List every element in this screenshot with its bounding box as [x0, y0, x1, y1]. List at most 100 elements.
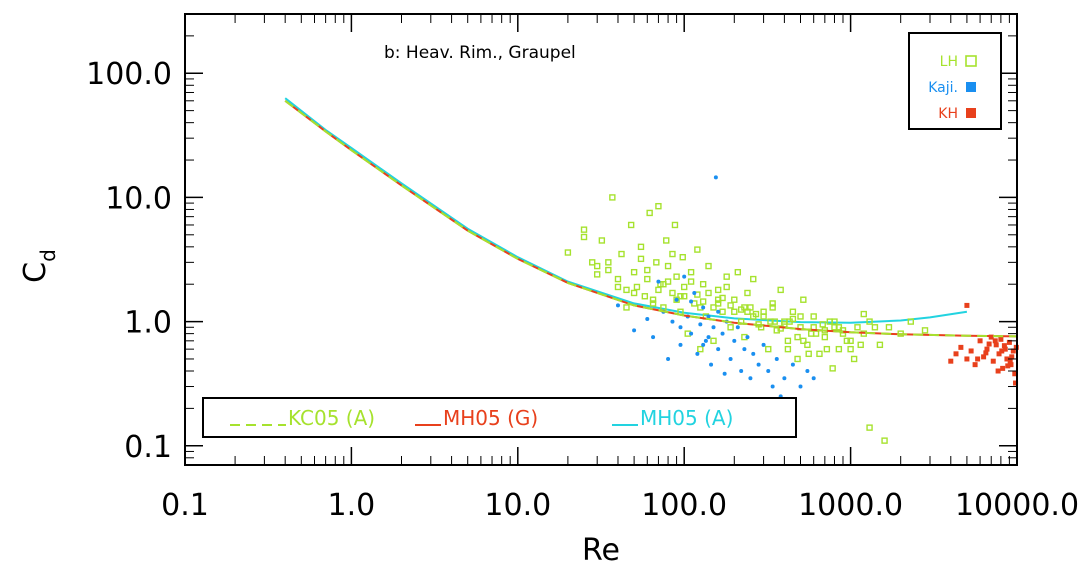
data-point-lh — [618, 250, 625, 258]
data-point-kaji — [722, 371, 727, 376]
data-point-lh — [637, 243, 645, 251]
chart-annotation: b: Heav. Rim., Graupel — [384, 43, 576, 63]
data-point-lh — [810, 313, 817, 320]
data-point-kaji — [720, 331, 725, 336]
data-point-kh — [958, 344, 964, 350]
data-point-lh — [663, 237, 670, 244]
data-point-lh — [797, 313, 804, 320]
data-point-lh — [655, 286, 662, 294]
data-point-kaji — [674, 297, 679, 302]
data-point-kaji — [716, 347, 721, 352]
data-point-kh — [964, 356, 970, 362]
data-point-lh — [623, 286, 630, 294]
data-point-lh — [921, 327, 929, 334]
data-point-kh — [972, 362, 978, 368]
data-point-lh — [580, 233, 588, 241]
data-point-lh — [710, 337, 717, 345]
data-point-lh — [705, 289, 712, 297]
data-point-kh — [1006, 339, 1012, 345]
data-point-lh — [752, 310, 760, 318]
data-point-kaji — [711, 325, 716, 330]
data-point-lh — [777, 286, 784, 294]
data-point-kh — [981, 354, 987, 360]
x-tick-label: 100.0 — [641, 488, 727, 523]
data-point-lh — [769, 300, 776, 307]
data-point-lh — [835, 324, 843, 331]
data-point-lh — [633, 283, 641, 291]
data-point-lh — [671, 221, 679, 229]
data-point-kh — [1009, 354, 1015, 360]
data-point-lh — [876, 341, 884, 349]
data-point-lh — [687, 278, 695, 285]
data-point-kaji — [689, 331, 694, 336]
data-point-lh — [734, 268, 742, 276]
data-point-lh — [847, 337, 854, 345]
legend-line-label-mh05-g: MH05 (G) — [443, 406, 538, 430]
data-point-kaji — [716, 309, 721, 314]
data-point-kaji — [689, 299, 694, 304]
svg-text:Cd: Cd — [18, 249, 60, 283]
data-point-kh — [990, 358, 996, 364]
legend-swatch-lh — [965, 55, 977, 67]
data-point-lh — [669, 289, 676, 297]
data-point-kh — [986, 341, 992, 347]
y-tick-label: 10.0 — [105, 181, 172, 216]
data-point-lh — [630, 268, 638, 276]
data-point-kh — [1012, 371, 1018, 377]
data-point-lh — [800, 337, 807, 345]
data-point-lh — [679, 254, 686, 261]
data-point-kh — [1001, 343, 1007, 349]
data-point-kaji — [678, 325, 683, 330]
data-point-kaji — [735, 325, 740, 330]
data-point-lh — [829, 365, 836, 372]
data-point-lh — [805, 350, 812, 358]
data-point-kaji — [678, 342, 683, 347]
legend-points-box — [908, 32, 1002, 130]
data-point-kaji — [770, 384, 775, 389]
data-point-lh — [835, 345, 843, 353]
data-point-lh — [860, 310, 867, 318]
data-point-lh — [664, 262, 672, 270]
data-point-lh — [794, 333, 801, 341]
data-point-kaji — [774, 356, 779, 361]
data-point-lh — [723, 273, 730, 280]
legend-line-label-mh05-a: MH05 (A) — [640, 406, 733, 430]
ticks-layer: 0.1 1.0 10.0 100.0 1000.0 10000.0 0.1 1.0 10.0 10… — [86, 14, 1079, 523]
data-layer — [284, 97, 1019, 444]
data-point-kh — [975, 356, 981, 362]
data-point-lh — [881, 437, 888, 444]
data-point-lh — [609, 194, 616, 201]
data-point-kaji — [782, 376, 787, 381]
x-axis-title: Re — [582, 533, 620, 568]
legend-label-kaji: Kaji. — [928, 80, 958, 96]
data-point-lh — [673, 296, 680, 303]
data-point-lh — [854, 324, 861, 331]
data-point-lh — [794, 355, 801, 363]
data-point-kh — [999, 348, 1005, 354]
x-tick-label: 0.1 — [161, 488, 209, 523]
data-point-kaji — [805, 369, 810, 374]
data-point-lh — [644, 266, 651, 274]
data-point-kh — [996, 351, 1002, 357]
data-point-kaji — [682, 274, 687, 279]
data-point-lh — [697, 345, 704, 353]
data-point-kaji — [748, 376, 753, 381]
data-point-kh — [988, 334, 994, 340]
x-tick-label: 10000.0 — [955, 488, 1079, 523]
data-point-kh — [948, 358, 954, 364]
data-point-kaji — [790, 362, 795, 367]
data-point-lh — [784, 337, 792, 345]
data-point-kaji — [692, 290, 697, 295]
data-point-kh — [1005, 363, 1011, 369]
data-point-kaji — [632, 328, 637, 333]
data-point-kh — [998, 336, 1004, 342]
data-point-kaji — [709, 362, 714, 367]
data-point-lh — [564, 249, 572, 256]
data-point-lh — [646, 209, 653, 217]
data-point-lh — [821, 333, 829, 341]
data-point-lh — [804, 341, 811, 349]
data-point-kaji — [651, 335, 656, 340]
data-point-kaji — [645, 316, 650, 321]
data-point-kh — [993, 342, 999, 348]
